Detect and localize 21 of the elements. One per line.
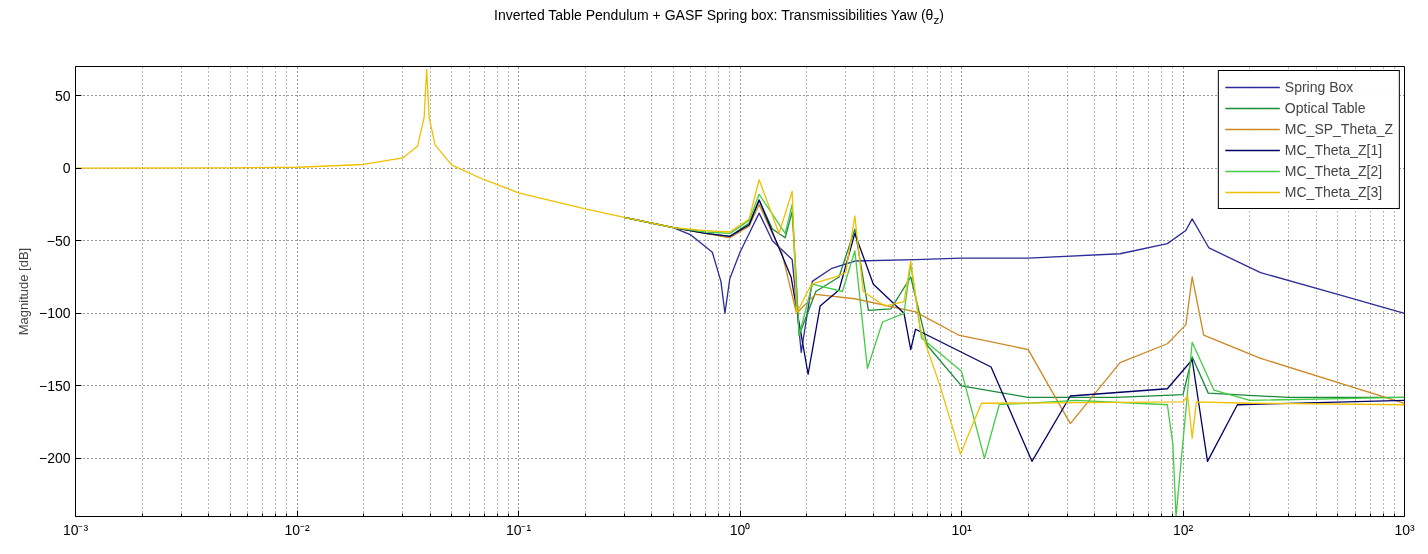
y-tick-label: −50 bbox=[46, 232, 71, 249]
y-tick-label: −100 bbox=[38, 305, 71, 322]
y-tick-label: −200 bbox=[38, 450, 71, 467]
y-tick-label: 0 bbox=[62, 160, 71, 177]
legend-label: Spring Box bbox=[1284, 79, 1354, 95]
y-tick-label: −150 bbox=[38, 377, 71, 394]
x-tick-label: 10⁰ bbox=[729, 521, 751, 538]
x-tick-label: 10⁻³ bbox=[62, 521, 89, 538]
x-tick-label: 10² bbox=[1172, 521, 1194, 538]
x-tick-label: 10⁻² bbox=[284, 521, 310, 538]
legend-label: Optical Table bbox=[1284, 100, 1366, 116]
x-tick-label: 10⁻¹ bbox=[505, 521, 532, 538]
legend-label: MC_Theta_Z[2] bbox=[1284, 163, 1383, 179]
y-axis-title: Magnitude [dB] bbox=[15, 247, 31, 336]
x-tick-label: 10¹ bbox=[951, 521, 972, 538]
x-tick-label: 10³ bbox=[1394, 521, 1415, 538]
legend-label: MC_SP_Theta_Z bbox=[1284, 121, 1393, 137]
chart-title: Inverted Table Pendulum + GASF Spring box: Transmissibilities Yaw (θ$_{z}$) bbox=[493, 6, 945, 28]
y-tick-label: 50 bbox=[54, 87, 71, 104]
legend-label: MC_Theta_Z[3] bbox=[1284, 184, 1383, 200]
legend-label: MC_Theta_Z[1] bbox=[1284, 142, 1383, 158]
